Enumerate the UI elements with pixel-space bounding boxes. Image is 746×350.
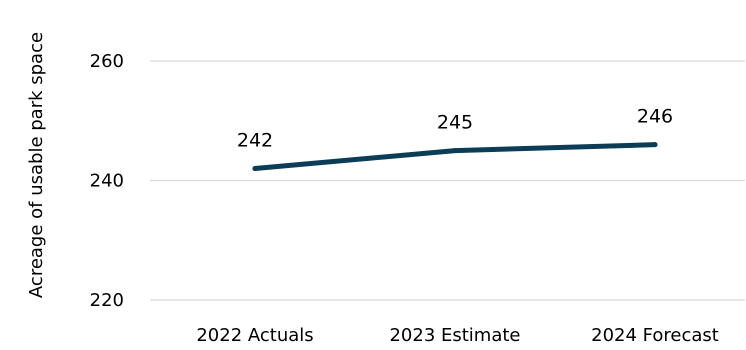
x-category-label: 2023 Estimate (389, 325, 520, 346)
y-tick-label: 260 (90, 51, 124, 72)
gridlines (150, 60, 745, 301)
y-axis-title: Acreage of usable park space (26, 32, 47, 298)
data-point (252, 166, 258, 172)
x-axis-categories: 2022 Actuals 2023 Estimate 2024 Forecast (196, 325, 719, 346)
data-label: 242 (237, 130, 273, 152)
y-tick-label: 240 (90, 171, 124, 192)
data-label: 246 (637, 106, 673, 128)
data-label: 245 (437, 112, 473, 134)
x-category-label: 2022 Actuals (196, 325, 313, 346)
x-category-label: 2024 Forecast (591, 325, 719, 346)
data-point (652, 142, 658, 148)
y-axis-ticks: 220 240 260 (90, 51, 124, 311)
data-labels: 242 245 246 (237, 106, 673, 152)
series-lines (252, 142, 658, 172)
y-tick-label: 220 (90, 290, 124, 311)
data-point (452, 148, 458, 154)
